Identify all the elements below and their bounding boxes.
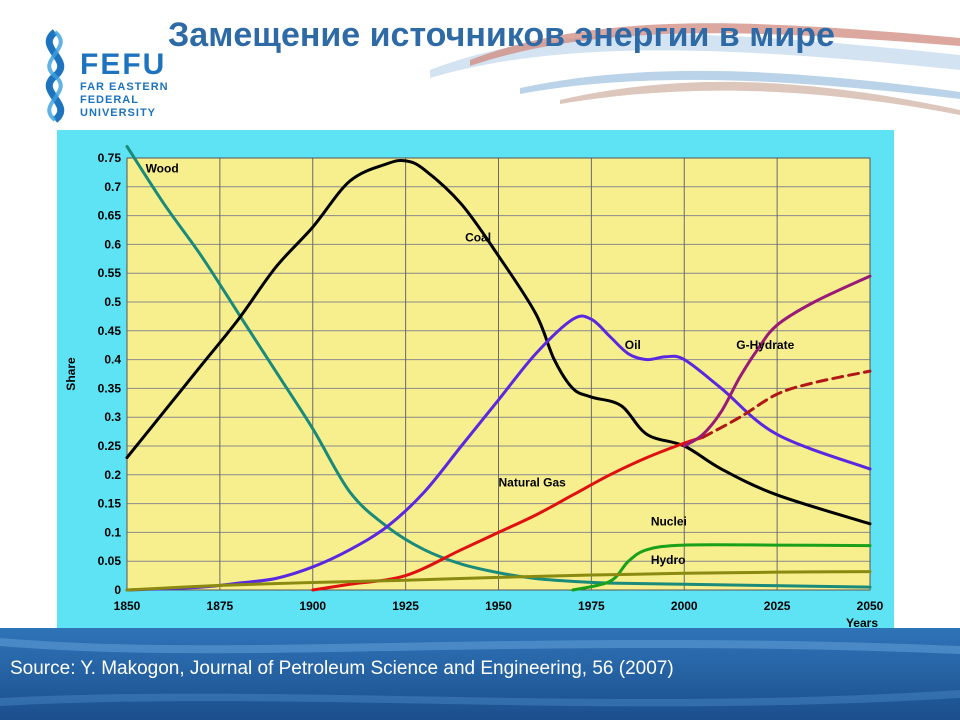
x-tick-label: 1850: [114, 599, 141, 613]
logo-subtitle-1: FAR EASTERN: [80, 81, 169, 93]
logo-wordmark: FEFU FAR EASTERN FEDERAL UNIVERSITY: [80, 50, 169, 119]
series-label: Wood: [146, 161, 179, 175]
y-tick-label: 0.35: [98, 381, 122, 395]
series-label: Coal: [465, 231, 491, 245]
y-tick-label: 0.2: [104, 468, 121, 482]
y-tick-label: 0.3: [104, 410, 121, 424]
y-axis-title: Share: [64, 357, 78, 391]
series-label: Natural Gas: [499, 475, 567, 489]
footer-band: [0, 628, 960, 720]
dna-helix-icon: [45, 29, 65, 123]
slide-title: Замещение источников энергии в мире: [168, 16, 835, 54]
y-tick-label: 0: [114, 583, 121, 597]
y-tick-label: 0.55: [98, 266, 122, 280]
logo-subtitle-2: FEDERAL: [80, 94, 139, 106]
header-swoosh-decoration: [430, 23, 960, 115]
y-tick-label: 0.15: [98, 497, 122, 511]
y-tick-label: 0.6: [104, 237, 121, 251]
series-line-oil: [125, 314, 872, 592]
series-line-natural-gas-projection: [701, 369, 872, 439]
y-tick-label: 0.4: [104, 353, 121, 367]
logo-subtitle-3: UNIVERSITY: [80, 107, 157, 119]
series-label: Nuclei: [651, 514, 687, 528]
plot-border: [126, 157, 871, 591]
series-line-coal: [125, 158, 872, 526]
series-line-hydro: [125, 570, 872, 592]
y-tick-label: 0.25: [98, 439, 122, 453]
y-tick-label: 0.5: [104, 295, 121, 309]
y-tick-label: 0.65: [98, 209, 122, 223]
x-tick-label: 1975: [578, 599, 605, 613]
y-tick-label: 0.75: [98, 151, 122, 165]
x-tick-label: 1925: [392, 599, 419, 613]
series-line-wood: [125, 144, 872, 589]
x-tick-label: 2050: [857, 599, 884, 613]
energy-share-chart: 0 0.05 0.1 0.15 0.2 0.25 0.3 0.35 0.4 0.45 0.5 0.55…: [64, 144, 884, 630]
x-tick-label: 2025: [764, 599, 791, 613]
x-tick-label: 2000: [671, 599, 698, 613]
series-label: Hydro: [651, 553, 686, 567]
x-tick-label: 1875: [207, 599, 234, 613]
x-tick-label: 1900: [299, 599, 326, 613]
logo-name: FEFU: [80, 48, 167, 81]
y-tick-label: 0.7: [104, 180, 121, 194]
series-line-nuclei: [571, 543, 872, 592]
y-tick-label: 0.05: [98, 554, 122, 568]
chart-panel: 0 0.05 0.1 0.15 0.2 0.25 0.3 0.35 0.4 0.45 0.5 0.55…: [57, 130, 894, 632]
series-label: Oil: [625, 338, 641, 352]
x-tick-label: 1950: [485, 599, 512, 613]
series-line-g-hydrate: [682, 274, 872, 448]
source-citation: Source: Y. Makogon, Journal of Petroleum…: [10, 658, 674, 679]
series-label: G-Hydrate: [736, 338, 794, 352]
y-tick-label: 0.1: [104, 525, 121, 539]
fefu-logo: [30, 28, 190, 124]
y-tick-label: 0.45: [98, 324, 122, 338]
x-axis-title: Years: [846, 616, 878, 630]
